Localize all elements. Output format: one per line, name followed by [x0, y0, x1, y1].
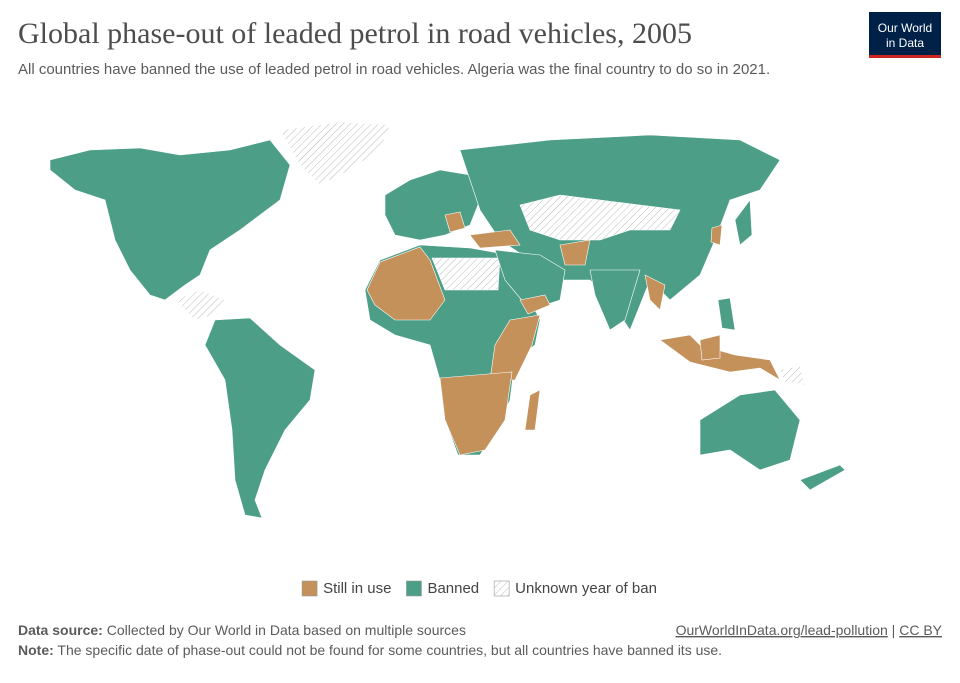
india: [589, 269, 641, 331]
middle-east: [494, 249, 566, 311]
central-asia: [519, 194, 681, 241]
legend: Still in use Banned Unknown year of ban: [301, 580, 657, 597]
url[interactable]: OurWorldInData.org/lead-pollution: [676, 622, 888, 638]
logo[interactable]: Our World in Data: [869, 12, 941, 58]
subtitle: All countries have banned the use of lea…: [18, 61, 770, 78]
caribbean: [174, 289, 226, 321]
note-label: Note:: [18, 642, 54, 658]
borneo: [699, 334, 721, 361]
yemen-oman: [519, 294, 551, 315]
southern-africa: [439, 371, 513, 456]
note: Note: The specific date of phase-out cou…: [18, 642, 722, 658]
australia: [699, 389, 801, 471]
pacific: [779, 365, 806, 386]
greenland: [279, 121, 391, 186]
source: Data source: Collected by Our World in D…: [18, 622, 466, 638]
legend-label: Still in use: [323, 580, 391, 597]
legend-label: Banned: [427, 580, 479, 597]
myanmar: [644, 274, 666, 311]
madagascar: [524, 389, 541, 431]
title: Global phase-out of leaded petrol in roa…: [18, 17, 692, 50]
source-label: Data source:: [18, 622, 103, 638]
libya-egypt: [431, 257, 501, 291]
north-korea: [710, 224, 723, 246]
south-america: [204, 317, 316, 519]
logo-text: in Data: [886, 36, 924, 50]
horn-east-africa: [489, 314, 541, 381]
north-west-africa: [366, 246, 446, 321]
legend-swatch: [406, 580, 422, 597]
north-america: [49, 139, 291, 301]
legend-label: Unknown year of ban: [515, 580, 657, 597]
afghanistan: [559, 239, 591, 266]
japan: [734, 199, 753, 246]
philippines: [717, 297, 736, 331]
europe: [384, 169, 481, 241]
logo-bar: [869, 55, 941, 58]
links[interactable]: OurWorldInData.org/lead-pollution | CC B…: [676, 622, 943, 638]
balkans: [444, 211, 466, 233]
note-text: The specific date of phase-out could not…: [57, 642, 722, 658]
legend-swatch: [301, 580, 318, 597]
separator: |: [892, 622, 896, 638]
source-text: Collected by Our World in Data based on …: [107, 622, 466, 638]
license[interactable]: CC BY: [899, 622, 942, 638]
logo-box: [869, 12, 941, 56]
legend-swatch: [493, 580, 510, 597]
logo-text: Our World: [878, 21, 932, 35]
turkey: [469, 229, 521, 249]
map: [49, 121, 846, 519]
new-zealand: [799, 464, 846, 491]
